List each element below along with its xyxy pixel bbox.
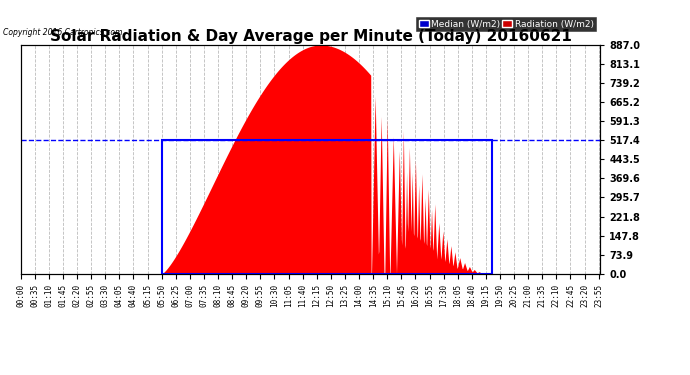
Bar: [161, 140, 492, 274]
Title: Solar Radiation & Day Average per Minute (Today) 20160621: Solar Radiation & Day Average per Minute…: [50, 29, 571, 44]
Legend: Median (W/m2), Radiation (W/m2): Median (W/m2), Radiation (W/m2): [416, 17, 596, 31]
Text: Copyright 2016 Cartronics.com: Copyright 2016 Cartronics.com: [3, 28, 123, 37]
